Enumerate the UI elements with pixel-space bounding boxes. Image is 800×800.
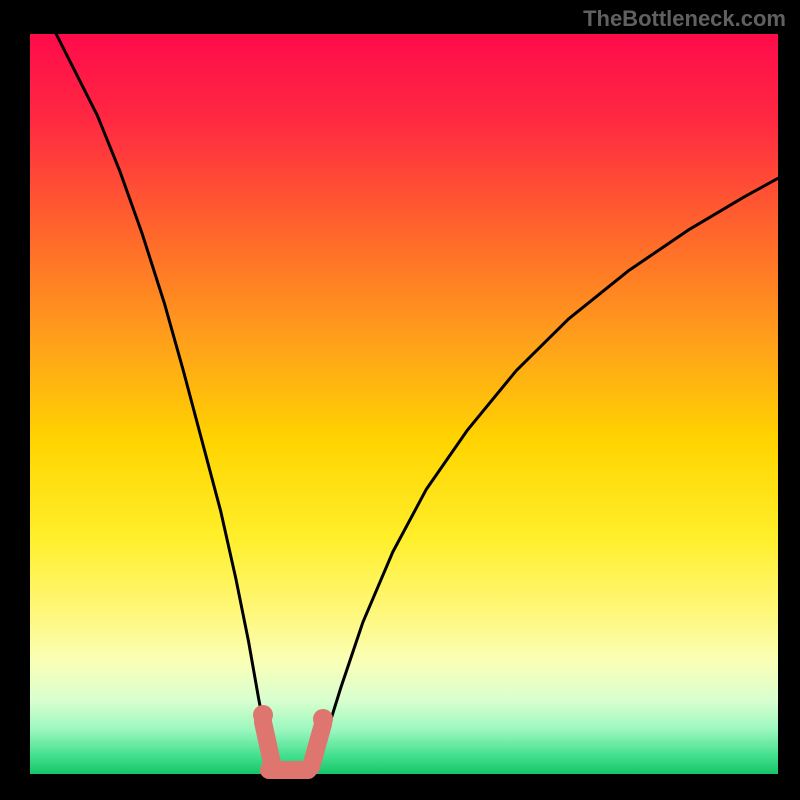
chart-frame: TheBottleneck.com bbox=[0, 0, 800, 800]
bottleneck-curve bbox=[30, 34, 778, 774]
watermark-text: TheBottleneck.com bbox=[583, 6, 786, 32]
plot-area bbox=[30, 34, 778, 774]
curve-path bbox=[56, 34, 778, 774]
